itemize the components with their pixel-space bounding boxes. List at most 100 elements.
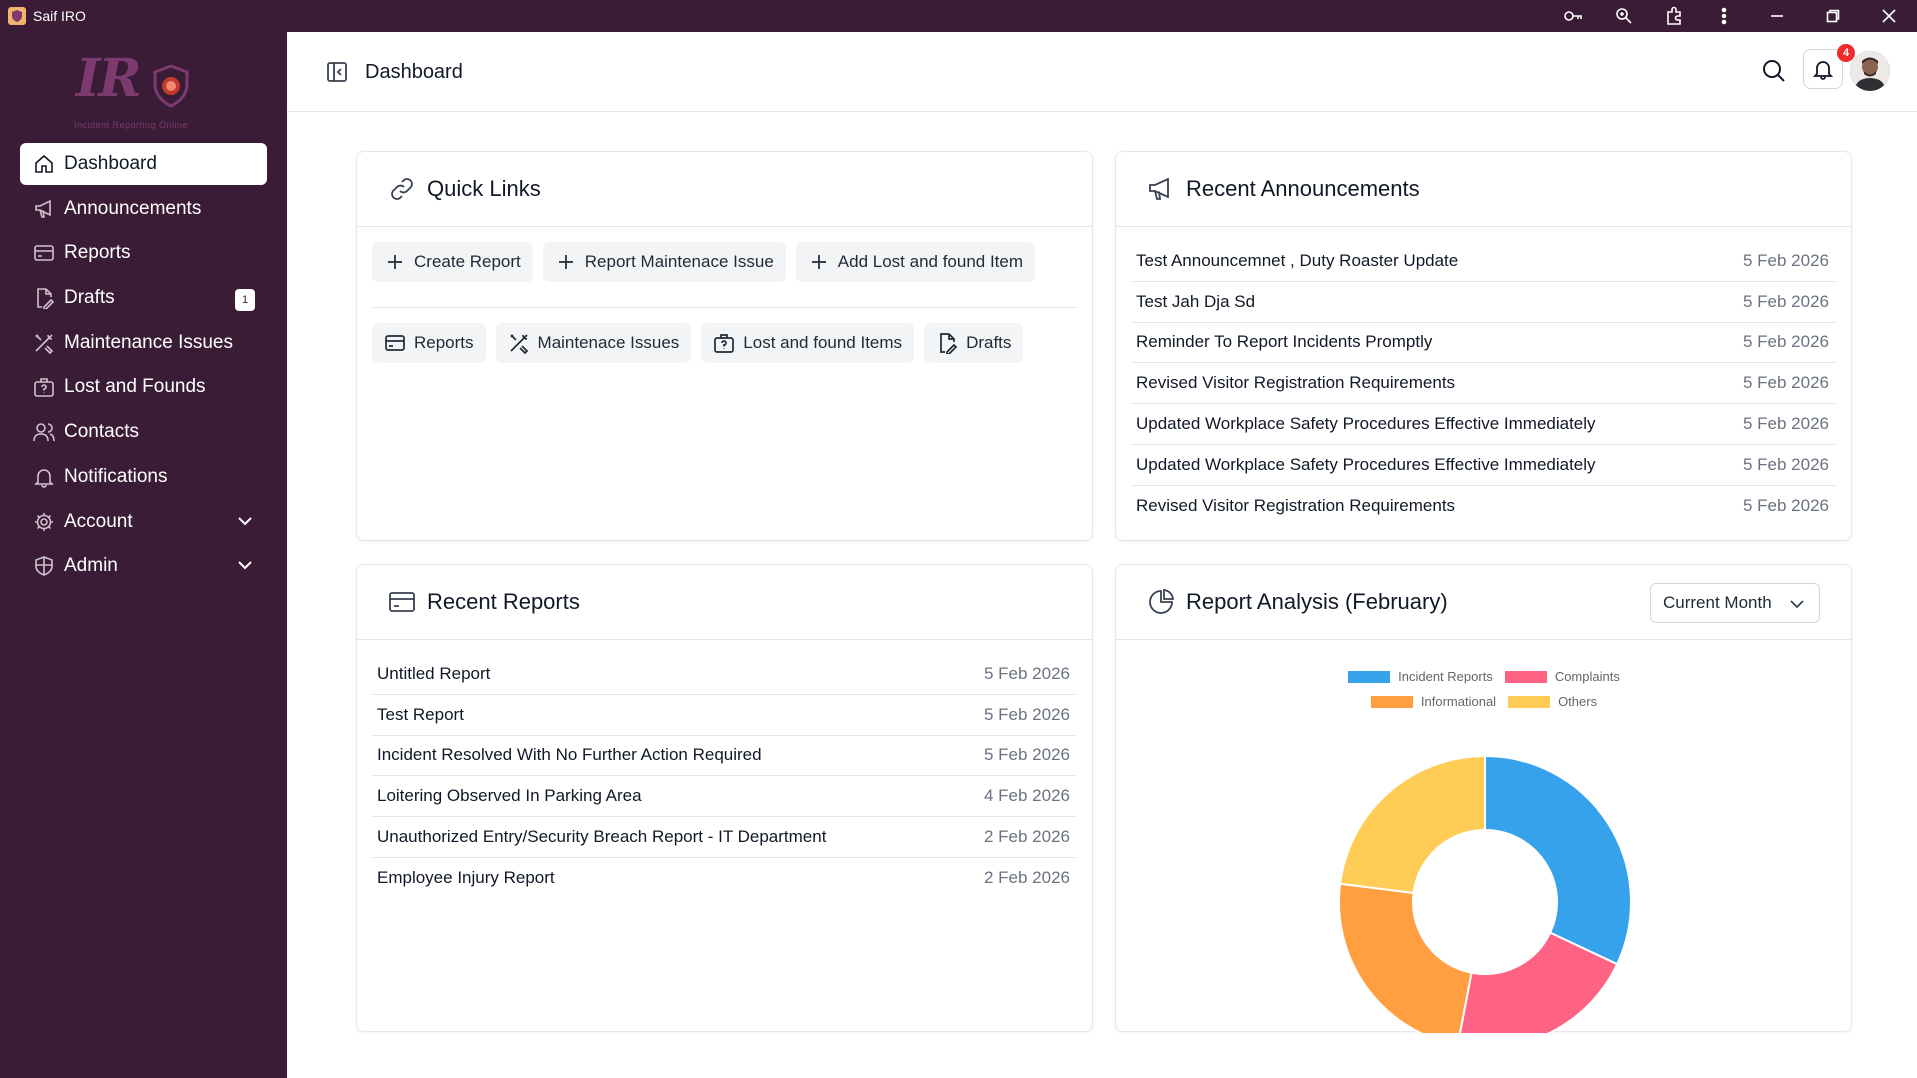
close-icon[interactable] (1861, 0, 1917, 32)
sidebar-item-announcements[interactable]: Announcements (20, 188, 267, 230)
divider (372, 307, 1078, 308)
avatar[interactable] (1850, 51, 1890, 91)
sidebar-item-drafts[interactable]: Drafts 1 (20, 277, 267, 319)
drafts-link[interactable]: Drafts (924, 323, 1024, 363)
legend-item[interactable]: Incident Reports (1348, 669, 1493, 684)
lost-found-items-link[interactable]: Lost and found Items (701, 323, 915, 363)
sidebar-item-label: Maintenance Issues (64, 331, 233, 353)
sidebar-item-label: Announcements (64, 197, 202, 219)
reports-link-label: Reports (414, 333, 474, 352)
report-maintenance-issue-button[interactable]: Report Maintenace Issue (542, 242, 786, 282)
pie-chart-icon (1146, 587, 1176, 617)
users-icon (32, 420, 56, 444)
sidebar-item-admin[interactable]: Admin (20, 545, 267, 587)
restore-icon[interactable] (1805, 0, 1861, 32)
announcement-title: Test Jah Dja Sd (1136, 291, 1256, 311)
legend-swatch (1348, 670, 1391, 683)
list-item[interactable]: Test Report 5 Feb 2026 (372, 695, 1077, 736)
sidebar-item-reports[interactable]: Reports (20, 232, 267, 274)
list-item[interactable]: Revised Visitor Registration Requirement… (1131, 363, 1836, 405)
announcement-title: Revised Visitor Registration Requirement… (1136, 496, 1456, 516)
announcement-title: Updated Workplace Safety Procedures Effe… (1136, 414, 1596, 434)
key-icon[interactable] (1549, 0, 1599, 32)
extensions-icon[interactable] (1649, 0, 1699, 32)
legend-swatch (1508, 695, 1551, 708)
reports-link[interactable]: Reports (372, 323, 486, 363)
chevron-down-icon[interactable] (237, 513, 253, 535)
zoom-icon[interactable] (1599, 0, 1649, 32)
list-item[interactable]: Incident Resolved With No Further Action… (372, 736, 1077, 777)
legend-item[interactable]: Complaints (1504, 669, 1620, 684)
sidebar-item-label: Dashboard (64, 153, 157, 174)
plus-icon (555, 251, 577, 273)
list-item[interactable]: Reminder To Report Incidents Promptly 5 F… (1131, 323, 1836, 364)
file-edit-icon (32, 286, 56, 310)
megaphone-icon (1146, 174, 1176, 204)
list-item[interactable]: Employee Injury Report 2 Feb 2026 (372, 858, 1077, 899)
announcement-date: 5 Feb 2026 (1742, 250, 1829, 270)
sidebar-item-lost-and-founds[interactable]: Lost and Founds (20, 366, 267, 408)
list-item[interactable]: Untitled Report 5 Feb 2026 (372, 654, 1077, 695)
period-select[interactable]: Current Month (1650, 583, 1820, 623)
report-date: 5 Feb 2026 (983, 663, 1070, 683)
chart-legend-row-1: Incident Reports Complaints (1116, 669, 1852, 684)
chart-slice-informational[interactable] (1338, 882, 1473, 1033)
app-logo: IR Incident Reporting Online (74, 48, 214, 130)
legend-swatch (1504, 670, 1547, 683)
report-analysis-title: Report Analysis (February) (1186, 589, 1448, 614)
sidebar-item-contacts[interactable]: Contacts (20, 411, 267, 453)
list-item[interactable]: Updated Workplace Safety Procedures Effe… (1131, 404, 1836, 445)
announcement-date: 5 Feb 2026 (1742, 332, 1829, 352)
list-item[interactable]: Loitering Observed In Parking Area 4 Feb … (372, 776, 1077, 818)
notifications-button[interactable] (1803, 49, 1843, 89)
period-select-value: Current Month (1663, 593, 1772, 612)
quick-links-header: Quick Links (357, 152, 1092, 227)
sidebar: IR Incident Reporting Online Dashboard A… (0, 32, 287, 1078)
list-item[interactable]: Revised Visitor Registration Requirement… (1131, 486, 1836, 527)
list-item[interactable]: Unauthorized Entry/Security Breach Repor… (372, 817, 1077, 858)
bell-icon (32, 465, 56, 489)
sidebar-item-dashboard[interactable]: Dashboard (20, 143, 267, 185)
list-item[interactable]: Test Announcemnet , Duty Roaster Update 5… (1131, 241, 1836, 282)
report-date: 2 Feb 2026 (983, 827, 1070, 847)
megaphone-icon (32, 197, 56, 221)
list-item[interactable]: Test Jah Dja Sd 5 Feb 2026 (1131, 282, 1836, 323)
plus-icon (808, 251, 830, 273)
announcement-title: Revised Visitor Registration Requirement… (1136, 373, 1456, 393)
report-title: Test Report (377, 704, 464, 724)
list-item[interactable]: Updated Workplace Safety Procedures Effe… (1131, 445, 1836, 486)
maintenance-issues-link[interactable]: Maintenace Issues (495, 323, 692, 363)
more-icon[interactable] (1699, 0, 1749, 32)
create-report-button[interactable]: Create Report (372, 242, 533, 282)
add-lost-found-item-button[interactable]: Add Lost and found Item (795, 242, 1036, 282)
chart-slice-incident-reports[interactable] (1484, 754, 1632, 966)
report-title: Loitering Observed In Parking Area (377, 786, 642, 806)
announcement-title: Updated Workplace Safety Procedures Effe… (1136, 454, 1596, 474)
chart-legend-row-2: Informational Others (1116, 694, 1852, 709)
sidebar-item-notifications[interactable]: Notifications (20, 456, 267, 498)
chart-slice-complaints[interactable] (1458, 931, 1619, 1033)
plus-icon (384, 251, 406, 273)
quick-links-title: Quick Links (427, 176, 541, 201)
sidebar-item-account[interactable]: Account (20, 501, 267, 543)
recent-reports-list: Untitled Report 5 Feb 2026 Test Report 5 F… (372, 654, 1077, 899)
sidebar-toggle-icon[interactable] (325, 60, 349, 89)
sidebar-item-label: Admin (64, 555, 118, 577)
chevron-down-icon[interactable] (237, 557, 253, 579)
briefcase-question-icon (32, 375, 56, 399)
maintenance-issues-link-label: Maintenace Issues (537, 333, 680, 352)
create-report-label: Create Report (414, 252, 521, 271)
window-title-bar: Saif IRO (0, 0, 1917, 32)
main-content: Dashboard 4 Quick Links (287, 32, 1917, 1078)
announcement-title: Reminder To Report Incidents Promptly (1136, 332, 1433, 352)
legend-label: Others (1558, 694, 1598, 709)
search-icon[interactable] (1761, 58, 1787, 89)
legend-item[interactable]: Others (1508, 694, 1597, 709)
minimize-icon[interactable] (1749, 0, 1805, 32)
chart-slice-others[interactable] (1339, 754, 1486, 895)
recent-reports-header: Recent Reports (357, 565, 1092, 640)
window-title: Saif IRO (33, 8, 86, 24)
legend-label: Complaints (1554, 669, 1620, 684)
sidebar-item-maintenance-issues[interactable]: Maintenance Issues (20, 322, 267, 364)
legend-item[interactable]: Informational (1370, 694, 1496, 709)
